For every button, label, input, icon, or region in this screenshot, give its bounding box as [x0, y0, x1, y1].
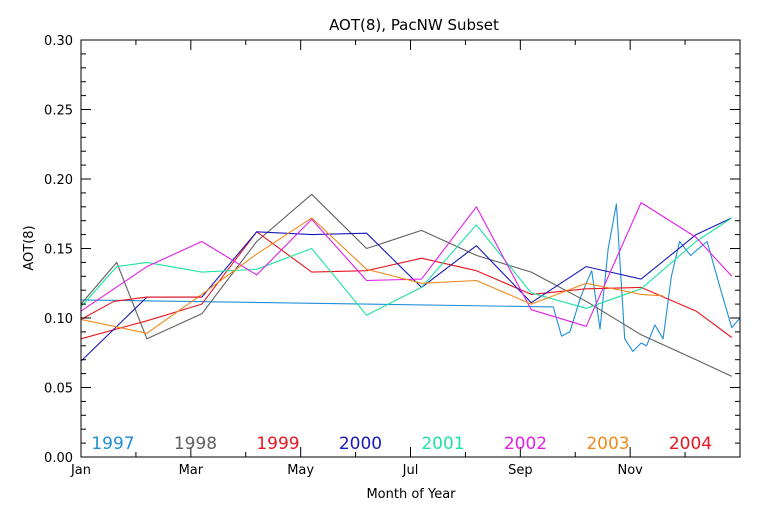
series-layer — [80, 193, 741, 377]
plot-frame — [80, 39, 741, 458]
series-line-2004 — [80, 296, 202, 320]
chart-title: AOT(8), PacNW Subset — [329, 16, 499, 34]
legend-entry-2001: 2001 — [421, 434, 464, 454]
legend-entry-2004: 2004 — [669, 434, 712, 454]
x-tick-label: Mar — [179, 463, 204, 478]
legend-entry-2002: 2002 — [504, 434, 547, 454]
legend: 1997 1998 1999 2000 2001 2002 2003 2004 — [91, 434, 712, 454]
legend-entry-1998: 1998 — [174, 434, 217, 454]
x-tick-label: May — [287, 463, 314, 478]
legend-entry-2000: 2000 — [339, 434, 382, 454]
series-line-2002 — [80, 202, 733, 327]
y-tick-label: 0.25 — [44, 104, 73, 119]
x-tick-label: Sep — [508, 463, 533, 478]
x-tick-label: Jan — [70, 463, 91, 478]
series-line-2000 — [80, 217, 733, 362]
legend-entry-1997: 1997 — [91, 434, 134, 454]
series-line-1997 — [80, 203, 741, 352]
y-tick-label: 0.20 — [44, 173, 73, 188]
y-tick-label: 0.05 — [44, 382, 73, 397]
x-tick-label: Jul — [402, 463, 419, 478]
legend-entry-2003: 2003 — [586, 434, 629, 454]
series-line-1999 — [80, 231, 733, 340]
x-tick-label: Nov — [617, 463, 643, 478]
series-line-1998 — [80, 193, 733, 377]
ticks-layer: 0.00 0.05 0.10 0.15 0.20 0.25 0.30 Jan Mar May Jul… — [44, 34, 740, 478]
x-axis-label: Month of Year — [366, 487, 456, 502]
y-tick-label: 0.30 — [44, 34, 73, 49]
series-line-2003 — [80, 217, 664, 334]
y-tick-label: 0.15 — [44, 243, 73, 258]
y-tick-label: 0.00 — [44, 451, 73, 466]
y-axis-label: AOT(8) — [22, 225, 37, 270]
y-tick-label: 0.10 — [44, 312, 73, 327]
legend-entry-1999: 1999 — [256, 434, 299, 454]
series-line-2001 — [80, 217, 733, 316]
